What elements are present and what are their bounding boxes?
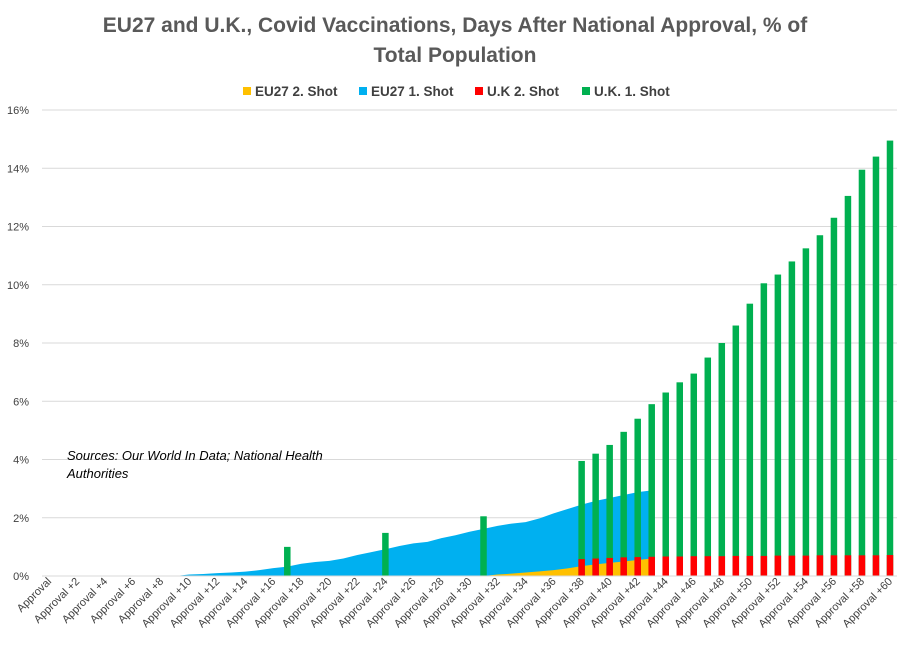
- y-tick-label: 12%: [7, 222, 29, 234]
- bar-uk-first-shot: [592, 453, 599, 576]
- bar-series: [284, 140, 894, 577]
- bar-uk-second-shot: [886, 555, 894, 576]
- bar-uk-first-shot: [676, 382, 683, 576]
- legend-swatch: [475, 87, 483, 95]
- bar-uk-first-shot: [704, 357, 712, 576]
- bar-uk-second-shot: [634, 557, 641, 576]
- bar-uk-second-shot: [662, 556, 669, 576]
- y-axis-ticks: 0% 2% 4% 6% 8% 10% 12% 14% 16%: [7, 105, 29, 583]
- y-tick-label: 2%: [13, 513, 29, 525]
- bar-uk-second-shot: [802, 555, 810, 576]
- area-eu27-second-shot: [49, 558, 652, 576]
- bar-uk-first-shot: [732, 325, 740, 576]
- y-tick-label: 4%: [13, 455, 29, 467]
- bar-uk-first-shot: [802, 248, 810, 576]
- bar-uk-second-shot: [816, 555, 824, 576]
- y-tick-label: 0%: [13, 571, 29, 583]
- bar-uk-second-shot: [774, 555, 782, 576]
- bar-uk-first-shot: [662, 392, 669, 576]
- legend-swatch: [582, 87, 590, 95]
- bar-uk-first-shot: [648, 404, 655, 576]
- bar-uk-first-shot: [872, 156, 880, 576]
- bar-uk-second-shot: [830, 555, 838, 576]
- y-tick-label: 10%: [7, 280, 29, 292]
- area-eu27-first-shot: [49, 490, 652, 576]
- legend-label: EU27 1. Shot: [371, 84, 454, 99]
- bar-uk-first-shot: [760, 283, 768, 576]
- bar-uk-first-shot: [816, 235, 824, 577]
- bar-uk-second-shot: [676, 556, 683, 576]
- bar-uk-second-shot: [760, 555, 768, 576]
- bar-uk-second-shot: [872, 555, 880, 576]
- bar-uk-second-shot: [578, 559, 585, 576]
- bar-uk-first-shot: [480, 516, 487, 576]
- bar-uk-first-shot: [746, 303, 754, 576]
- y-tick-label: 6%: [13, 396, 29, 408]
- bar-uk-second-shot: [844, 555, 852, 576]
- bar-uk-first-shot: [830, 217, 838, 576]
- gridlines: [42, 109, 897, 519]
- chart-legend: EU27 2. Shot EU27 1. Shot U.K 2. Shot U.K. …: [243, 84, 670, 99]
- bar-uk-second-shot: [606, 557, 613, 576]
- y-tick-label: 16%: [7, 105, 29, 117]
- bar-uk-first-shot: [578, 460, 585, 576]
- area-series: [49, 490, 652, 576]
- bar-uk-first-shot: [620, 431, 627, 576]
- bar-uk-first-shot: [844, 195, 852, 576]
- legend-label: U.K 2. Shot: [487, 84, 560, 99]
- bar-uk-second-shot: [592, 558, 599, 576]
- legend-label: U.K. 1. Shot: [594, 84, 670, 99]
- bar-uk-second-shot: [690, 556, 698, 576]
- bar-uk-first-shot: [606, 444, 613, 576]
- chart-title-line-2: Total Population: [374, 44, 537, 67]
- legend-swatch: [359, 87, 367, 95]
- bar-uk-first-shot: [886, 140, 894, 577]
- bar-uk-second-shot: [620, 557, 627, 576]
- legend-swatch: [243, 87, 251, 95]
- bar-uk-second-shot: [858, 555, 866, 576]
- y-tick-label: 8%: [13, 338, 29, 350]
- bar-uk-second-shot: [746, 555, 754, 576]
- bar-uk-first-shot: [382, 532, 389, 576]
- sources-annotation: Sources: Our World In Data; National Hea…: [67, 448, 323, 481]
- chart-title-line-1: EU27 and U.K., Covid Vaccinations, Days …: [103, 14, 808, 37]
- bar-uk-first-shot: [774, 274, 782, 576]
- bar-uk-first-shot: [788, 261, 796, 576]
- bar-uk-second-shot: [788, 555, 796, 576]
- bar-uk-second-shot: [704, 556, 712, 576]
- bar-uk-first-shot: [718, 343, 726, 576]
- legend-label: EU27 2. Shot: [255, 84, 338, 99]
- bar-uk-first-shot: [284, 546, 291, 576]
- bar-uk-first-shot: [634, 418, 641, 576]
- bar-uk-first-shot: [858, 169, 866, 577]
- y-tick-label: 14%: [7, 163, 29, 175]
- bar-uk-first-shot: [690, 373, 698, 576]
- bar-uk-second-shot: [732, 555, 740, 576]
- bar-uk-second-shot: [718, 556, 726, 576]
- bar-uk-second-shot: [648, 556, 655, 576]
